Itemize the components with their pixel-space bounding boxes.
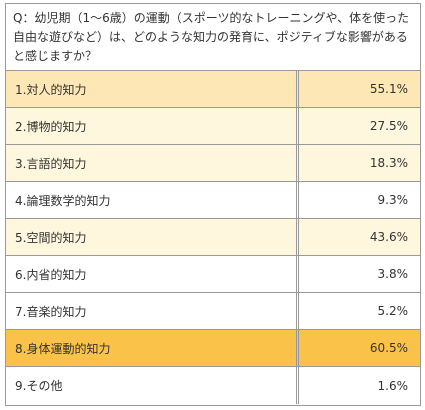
table-row: 7.音楽的知力 5.2% xyxy=(6,293,420,330)
answer-label: 4.論理数学的知力 xyxy=(6,182,299,218)
answer-percentage: 1.6% xyxy=(377,378,409,393)
answer-percentage: 5.2% xyxy=(377,304,409,318)
answer-percentage: 18.3% xyxy=(369,156,408,170)
answer-percentage: 43.6% xyxy=(369,230,408,244)
answer-percentage: 60.5% xyxy=(369,341,408,355)
answer-percentage: 9.3% xyxy=(377,193,409,207)
table-row: 2.博物的知力 27.5% xyxy=(6,108,420,145)
survey-table: Q：幼児期（1〜6歳）の運動（スポーツ的なトレーニングや、体を使った自由な遊びな… xyxy=(5,3,421,406)
table-row: 6.内省的知力 3.8% xyxy=(6,256,420,293)
answer-label: 5.空間的知力 xyxy=(6,219,299,255)
question-text: Q：幼児期（1〜6歳）の運動（スポーツ的なトレーニングや、体を使った自由な遊びな… xyxy=(6,4,420,71)
table-row: 4.論理数学的知力 9.3% xyxy=(6,182,420,219)
answer-percentage: 55.1% xyxy=(369,82,408,96)
answer-label: 8.身体運動的知力 xyxy=(6,330,299,366)
table-row: 8.身体運動的知力 60.5% xyxy=(6,330,420,367)
answer-label: 9.その他 xyxy=(6,367,299,404)
answer-label: 1.対人的知力 xyxy=(6,71,299,107)
answer-label: 7.音楽的知力 xyxy=(6,293,299,329)
answer-label: 2.博物的知力 xyxy=(6,108,299,144)
table-row: 9.その他 1.6% xyxy=(6,367,420,404)
table-row: 5.空間的知力 43.6% xyxy=(6,219,420,256)
table-row: 1.対人的知力 55.1% xyxy=(6,71,420,108)
answer-rows: 1.対人的知力 55.1% 2.博物的知力 27.5% 3.言語的知力 18.3… xyxy=(6,71,420,404)
answer-percentage: 27.5% xyxy=(369,119,408,133)
answer-label: 6.内省的知力 xyxy=(6,256,299,292)
answer-percentage: 3.8% xyxy=(377,267,409,281)
answer-label: 3.言語的知力 xyxy=(6,145,299,181)
table-row: 3.言語的知力 18.3% xyxy=(6,145,420,182)
